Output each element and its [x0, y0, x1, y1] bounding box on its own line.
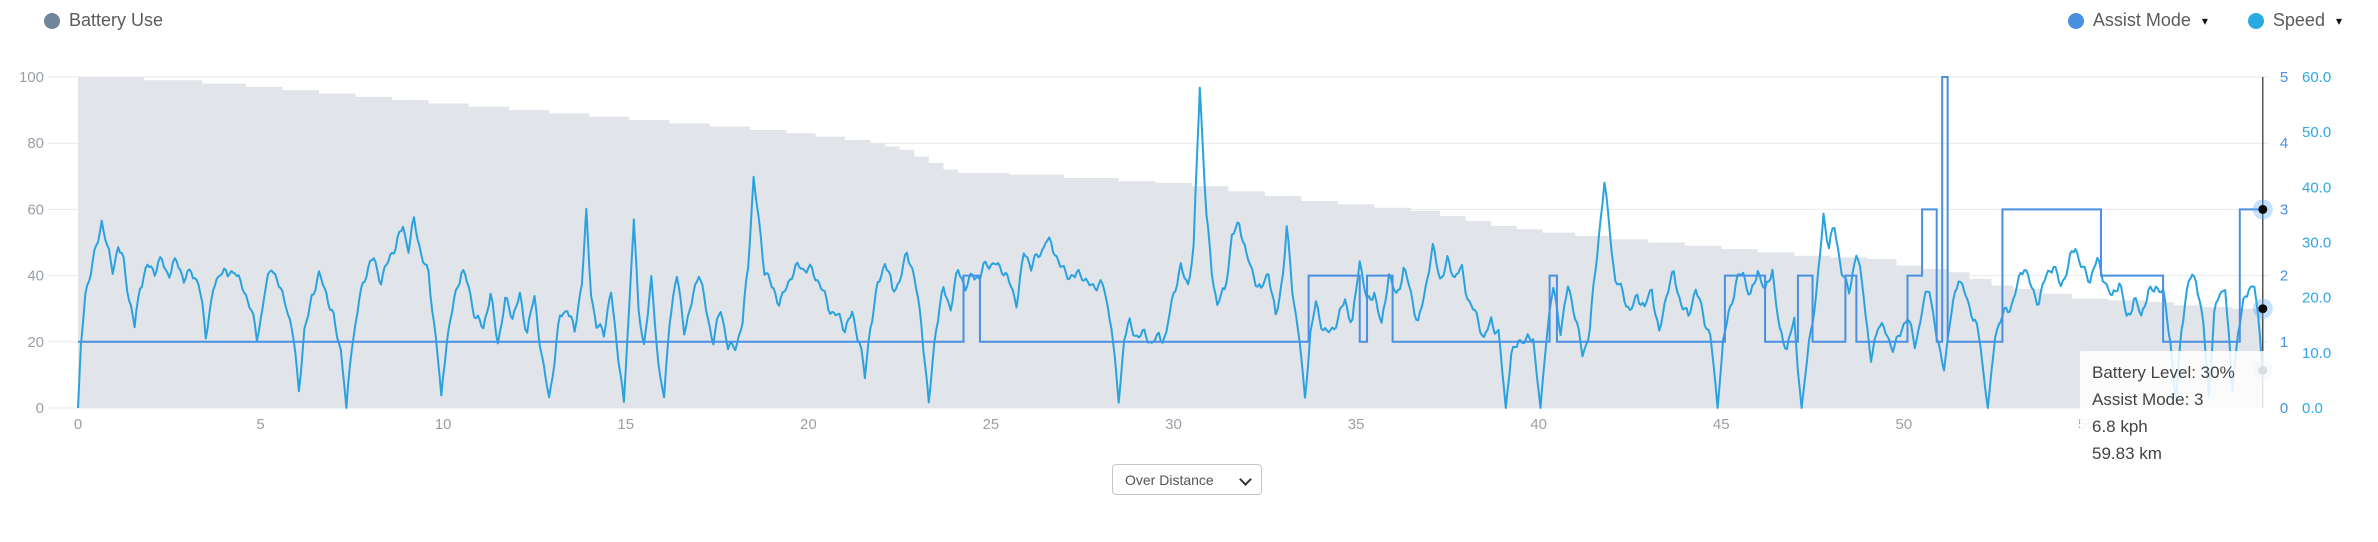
tooltip-speed: 6.8 kph	[2092, 417, 2148, 436]
svg-text:3: 3	[2280, 201, 2288, 218]
svg-text:5: 5	[2280, 69, 2288, 86]
y-axis-assist-labels: 0 1 2 3 4 5	[2280, 69, 2288, 417]
speed-series-dot-icon	[2247, 12, 2264, 29]
legend-battery-label: Battery Use	[69, 10, 164, 30]
svg-text:20: 20	[27, 334, 44, 351]
svg-text:0: 0	[36, 400, 44, 417]
svg-text:20.0: 20.0	[2302, 290, 2331, 307]
battery-area-series	[78, 77, 2263, 408]
x-axis-mode-select[interactable]: Over Distance	[1113, 465, 1261, 494]
svg-text:30.0: 30.0	[2302, 235, 2331, 252]
svg-text:50: 50	[1895, 416, 1912, 433]
svg-text:40: 40	[1530, 416, 1547, 433]
svg-text:20: 20	[800, 416, 817, 433]
svg-text:4: 4	[2280, 135, 2288, 152]
legend-assist-mode-label: Assist Mode	[2092, 10, 2191, 30]
tooltip-battery-level: Battery Level: 30%	[2092, 363, 2235, 382]
assist-mode-series-dot-icon	[2067, 12, 2084, 29]
svg-text:80: 80	[27, 135, 44, 152]
legend-right-group: Assist Mode ▾ Speed ▾	[2067, 10, 2342, 31]
svg-text:5: 5	[256, 416, 264, 433]
svg-text:60: 60	[27, 201, 44, 218]
svg-text:50.0: 50.0	[2302, 124, 2331, 141]
tooltip-assist-mode: Assist Mode: 3	[2092, 390, 2204, 409]
chart-tooltip: Battery Level: 30% Assist Mode: 3 6.8 kp…	[2080, 351, 2274, 475]
svg-text:60.0: 60.0	[2302, 69, 2331, 86]
y-axis-speed-labels: 0.0 10.0 20.0 30.0 40.0 50.0 60.0	[2302, 69, 2331, 417]
svg-text:30: 30	[1165, 416, 1182, 433]
y-axis-left-labels: 0 20 40 60 80 100	[19, 69, 44, 417]
svg-text:35: 35	[1348, 416, 1365, 433]
speed-line-series	[77, 86, 2264, 409]
svg-text:40: 40	[27, 268, 44, 285]
legend-item-battery[interactable]: Battery Use	[44, 10, 163, 31]
svg-text:1: 1	[2280, 334, 2288, 351]
caret-down-icon[interactable]: ▾	[2335, 13, 2342, 28]
x-axis-mode-select-wrap: Over Distance	[1112, 464, 1262, 495]
svg-text:10.0: 10.0	[2302, 345, 2331, 362]
svg-text:15: 15	[617, 416, 634, 433]
svg-text:2: 2	[2280, 268, 2288, 285]
legend-item-assist-mode[interactable]: Assist Mode ▾	[2067, 10, 2208, 31]
battery-series-dot-icon	[44, 12, 60, 29]
svg-text:0: 0	[2280, 400, 2288, 417]
svg-text:45: 45	[1713, 416, 1730, 433]
svg-text:100: 100	[19, 69, 44, 86]
assist-mode-series	[78, 76, 2263, 343]
x-axis-labels: 0510152025303540455055	[74, 416, 2095, 433]
svg-text:10: 10	[435, 416, 452, 433]
legend-speed-label: Speed	[2272, 10, 2325, 30]
svg-text:0.0: 0.0	[2302, 400, 2323, 417]
svg-text:40.0: 40.0	[2302, 179, 2331, 196]
tooltip-distance: 59.83 km	[2092, 444, 2162, 463]
caret-down-icon[interactable]: ▾	[2201, 13, 2208, 28]
svg-text:25: 25	[983, 416, 1000, 433]
legend-item-speed[interactable]: Speed ▾	[2247, 10, 2342, 31]
svg-text:0: 0	[74, 416, 82, 433]
